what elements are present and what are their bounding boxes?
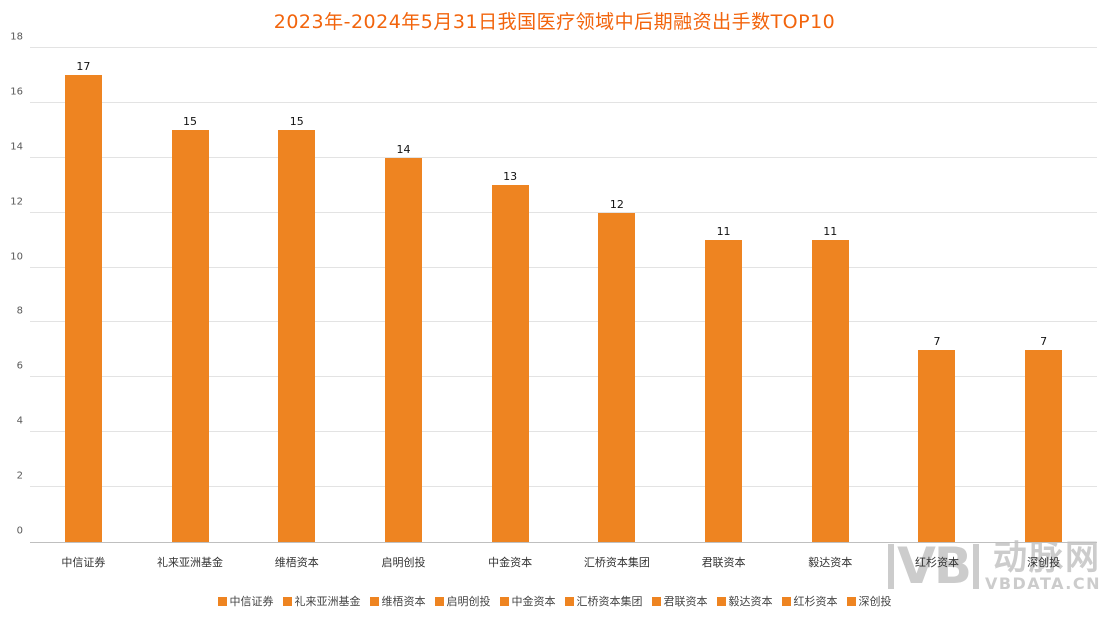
legend-item: 君联资本: [651, 593, 708, 609]
y-tick-label: 4: [16, 415, 23, 427]
legend: 中信证券 礼来亚洲基金 维梧资本 启明创投 中金资本 汇桥资本集团 君联资本 毅达资本 红杉资本…: [0, 593, 1109, 609]
legend-label: 深创投: [858, 595, 892, 608]
legend-swatch-icon: [499, 596, 509, 606]
x-axis-label: 中金资本: [488, 556, 533, 569]
y-tick-label: 2: [16, 470, 23, 482]
gridline: [30, 156, 1097, 158]
bar-column: 13 中金资本: [457, 48, 564, 569]
bar: [171, 130, 209, 542]
x-axis-label: 毅达资本: [808, 556, 853, 569]
gridline: [30, 211, 1097, 213]
bar-column: 15 礼来亚洲基金: [137, 48, 244, 569]
y-tick-label: 14: [10, 141, 23, 153]
bar-value-label: 11: [716, 225, 731, 239]
bar: [491, 185, 529, 542]
bar: [705, 240, 743, 542]
legend-item: 中信证券: [217, 593, 274, 609]
bar: [598, 212, 636, 542]
gridline: [30, 431, 1097, 433]
legend-swatch-icon: [781, 596, 791, 606]
bar-value-label: 15: [183, 115, 198, 129]
legend-item: 维梧资本: [369, 593, 426, 609]
bar: [278, 130, 316, 542]
legend-item: 中金资本: [499, 593, 556, 609]
x-axis-label: 君联资本: [701, 556, 746, 569]
vbdata-logo-icon: VB: [888, 541, 979, 591]
legend-label: 君联资本: [663, 595, 708, 608]
legend-swatch-icon: [282, 596, 292, 606]
legend-swatch-icon: [217, 596, 227, 606]
legend-item: 红杉资本: [781, 593, 838, 609]
bar-column: 17 中信证券: [30, 48, 137, 569]
y-tick-label: 18: [10, 31, 23, 43]
x-axis-label: 深创投: [1027, 556, 1061, 569]
y-tick-label: 12: [10, 196, 23, 208]
x-axis-label: 红杉资本: [914, 556, 959, 569]
gridline: [30, 47, 1097, 48]
legend-swatch-icon: [716, 596, 726, 606]
x-axis-label: 中信证券: [61, 556, 106, 569]
legend-label: 启明创投: [446, 595, 491, 608]
legend-label: 红杉资本: [793, 595, 838, 608]
bar-value-label: 11: [823, 225, 838, 239]
x-axis-label: 维梧资本: [274, 556, 319, 569]
watermark: VB 动脉网 VBDATA.CN: [888, 537, 1101, 594]
x-axis-label: 礼来亚洲基金: [157, 556, 224, 569]
legend-label: 中金资本: [511, 595, 556, 608]
gridline: [30, 101, 1097, 103]
watermark-brand: 动脉网: [993, 537, 1101, 578]
legend-label: 汇桥资本集团: [576, 595, 643, 608]
bar: [384, 157, 422, 542]
gridline: [30, 376, 1097, 378]
y-tick-label: 8: [16, 305, 23, 317]
x-axis-label: 启明创投: [381, 556, 426, 569]
bar-series: 17 中信证券 15 礼来亚洲基金 15 维梧资本 14 启明创投 13 中金资本 12 汇桥资本集团…: [30, 48, 1097, 569]
y-tick-label: 0: [16, 525, 23, 537]
legend-label: 礼来亚洲基金: [294, 595, 361, 608]
bar-value-label: 13: [503, 170, 518, 184]
bar-column: 7 红杉资本: [884, 48, 991, 569]
legend-item: 深创投: [846, 593, 892, 609]
legend-swatch-icon: [369, 596, 379, 606]
bar-column: 11 毅达资本: [777, 48, 884, 569]
bar: [64, 75, 102, 542]
x-axis-label: 汇桥资本集团: [583, 556, 650, 569]
legend-label: 维梧资本: [381, 595, 426, 608]
bar-value-label: 7: [933, 334, 941, 348]
legend-label: 毅达资本: [728, 595, 773, 608]
chart-title: 2023年-2024年5月31日我国医疗领域中后期融资出手数TOP10: [273, 11, 836, 33]
bar: [811, 240, 849, 542]
legend-swatch-icon: [434, 596, 444, 606]
bar-value-label: 15: [289, 115, 304, 129]
bar-column: 12 汇桥资本集团: [564, 48, 671, 569]
bar-column: 11 君联资本: [670, 48, 777, 569]
y-tick-label: 6: [16, 360, 23, 372]
legend-item: 启明创投: [434, 593, 491, 609]
bar-value-label: 12: [609, 197, 624, 211]
bar-column: 15 维梧资本: [243, 48, 350, 569]
gridline: [30, 321, 1097, 323]
legend-item: 汇桥资本集团: [564, 593, 643, 609]
legend-swatch-icon: [564, 596, 574, 606]
bar-column: 14 启明创投: [350, 48, 457, 569]
legend-item: 礼来亚洲基金: [282, 593, 361, 609]
plot-area: 0 2 4 6 8 10 12 14 16 18 17 中信证券 15 礼来亚洲基金 15 维梧资本 14 启明…: [10, 32, 1097, 569]
y-tick-label: 10: [10, 251, 23, 263]
gridline: [30, 486, 1097, 488]
bar-column: 7 深创投: [990, 48, 1097, 569]
legend-swatch-icon: [846, 596, 856, 606]
legend-swatch-icon: [651, 596, 661, 606]
watermark-text: 动脉网 VBDATA.CN: [984, 537, 1101, 594]
bar-value-label: 17: [76, 60, 91, 74]
y-tick-label: 16: [10, 86, 23, 98]
legend-item: 毅达资本: [716, 593, 773, 609]
legend-label: 中信证券: [229, 595, 274, 608]
bar: [918, 349, 956, 542]
gridline: [30, 266, 1097, 268]
bar: [1025, 349, 1063, 542]
bar-value-label: 14: [396, 142, 411, 156]
watermark-site: VBDATA.CN: [984, 574, 1101, 594]
bar-value-label: 7: [1040, 334, 1048, 348]
